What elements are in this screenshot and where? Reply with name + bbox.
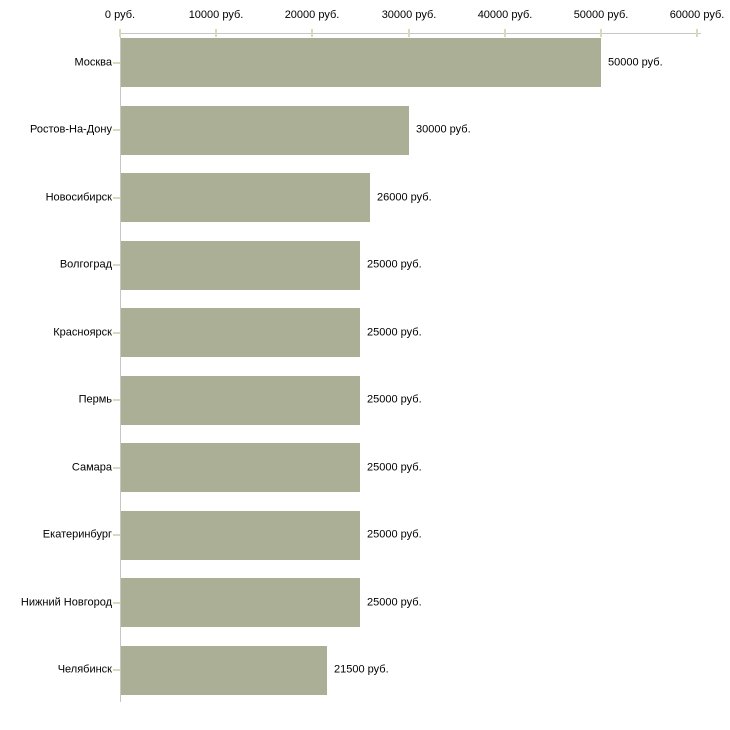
x-axis-tick-label: 60000 руб. [669,9,725,21]
value-label: 25000 руб. [367,596,422,609]
category-tick [113,332,120,334]
value-label: 25000 руб. [367,528,422,541]
category-label: Нижний Новгород [20,596,112,609]
x-axis-tick-label: 0 руб. [104,9,136,21]
value-label: 25000 руб. [367,258,422,271]
category-label: Самара [71,461,112,474]
bar [121,578,360,627]
value-label: 21500 руб. [334,663,389,676]
bar [121,308,360,357]
x-axis-tick [408,29,410,37]
x-axis-tick [696,29,698,37]
y-axis-line [120,33,121,702]
category-label: Волгоград [59,258,112,271]
x-axis-tick [600,29,602,37]
x-axis-tick-label: 20000 руб. [284,9,340,21]
x-axis-tick-label: 50000 руб. [573,9,629,21]
x-axis-tick [504,29,506,37]
x-axis-tick-label: 10000 руб. [188,9,244,21]
category-label: Красноярск [53,326,112,339]
x-axis-tick [119,29,121,37]
category-tick [113,129,120,131]
x-axis-tick-label: 40000 руб. [477,9,533,21]
category-tick [113,62,120,64]
category-tick [113,399,120,401]
category-tick [113,197,120,199]
value-label: 25000 руб. [367,326,422,339]
bar [121,646,327,695]
category-label: Екатеринбург [42,528,112,541]
value-label: 50000 руб. [608,56,663,69]
category-label: Новосибирск [45,191,112,204]
x-axis-tick [215,29,217,37]
bar [121,443,360,492]
category-label: Ростов-На-Дону [29,123,112,136]
bar [121,106,409,155]
category-tick [113,467,120,469]
x-axis-tick-label: 30000 руб. [381,9,437,21]
category-label: Москва [74,56,112,69]
category-label: Пермь [78,393,112,406]
value-label: 26000 руб. [377,191,432,204]
bar [121,511,360,560]
bar [121,376,360,425]
value-label: 25000 руб. [367,461,422,474]
bar [121,38,601,87]
value-label: 30000 руб. [416,123,471,136]
category-tick [113,669,120,671]
x-axis-line [120,33,701,34]
bar [121,173,370,222]
value-label: 25000 руб. [367,393,422,406]
x-axis-tick [311,29,313,37]
category-tick [113,534,120,536]
category-tick [113,264,120,266]
category-label: Челябинск [57,663,112,676]
bar [121,241,360,290]
category-tick [113,602,120,604]
